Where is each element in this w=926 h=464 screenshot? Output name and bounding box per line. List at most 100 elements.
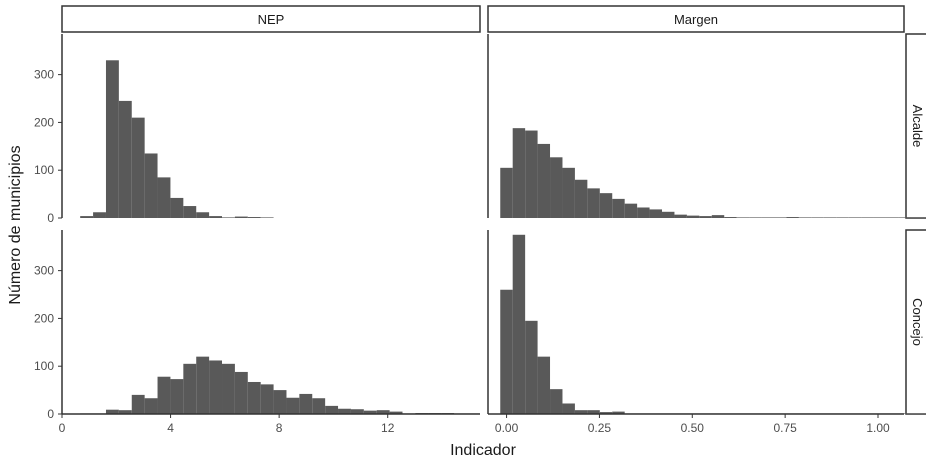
histogram-bar [500,167,513,218]
histogram-bar [131,117,145,218]
column-strip-margen: Margen [487,5,905,33]
histogram-bar [260,384,274,414]
histogram-bar [811,217,824,218]
column-strip-label: Margen [674,12,718,27]
histogram-bar [118,100,132,218]
histogram-bar [131,394,145,414]
histogram-bar [574,179,588,218]
histogram-bar [537,356,551,414]
x-axis-nep: 0 4 8 12 [59,413,480,435]
histogram-bar [898,413,911,414]
y-axis-alcalde: 0 100 200 300 [34,34,63,225]
histogram-bar [612,411,625,414]
histogram-bar [749,217,762,218]
row-strip-alcalde: Alcalde [905,33,926,219]
y-tick-label: 0 [47,211,54,225]
histogram-bar [637,207,650,218]
y-tick-label: 300 [34,264,54,278]
histogram-bar [774,217,787,218]
histogram-bar [512,234,526,414]
histogram-bar [699,216,712,218]
column-strip-nep: NEP [61,5,481,33]
histogram-bar [260,217,274,218]
x-tick-label: 0 [59,421,66,435]
panels-group [80,60,926,414]
histogram-bar [312,398,326,414]
row-strip-label: Alcalde [910,105,925,148]
histogram-bar [798,217,812,218]
histogram-bar [209,216,222,218]
row-strip-label: Concejo [910,298,925,346]
histogram-bar [786,217,799,218]
histogram-bar [170,379,184,414]
x-tick-label: 0.25 [588,421,612,435]
panel-margen-concejo [500,234,926,414]
histogram-bar [247,381,261,414]
histogram-bar [562,167,575,218]
histogram-bar [93,212,106,218]
histogram-bar [234,371,248,414]
histogram-bar [105,409,119,414]
histogram-bar [848,217,862,218]
histogram-bar [587,188,600,218]
histogram-bar [234,216,248,218]
histogram-bar [736,217,750,218]
histogram-bar [196,212,210,218]
histogram-bar [624,203,638,218]
histogram-bar [196,356,210,414]
histogram-bar [587,410,600,414]
histogram-bar [910,217,924,218]
histogram-bar [144,398,158,414]
histogram-bar [823,217,837,218]
histogram-bar [923,217,926,218]
panel-nep-alcalde [80,60,274,218]
x-axis-title: Indicador [450,442,516,459]
histogram-bar [910,413,924,414]
histogram-bar [376,410,390,414]
histogram-bar [550,389,563,414]
histogram-bar [500,289,513,414]
histogram-bar [157,376,171,414]
histogram-bar [209,360,222,414]
x-tick-label: 0.50 [681,421,705,435]
y-tick-label: 0 [47,407,54,421]
histogram-bar [562,403,575,414]
histogram-bar [873,217,886,218]
histogram-bar [273,390,287,414]
x-tick-label: 1.00 [866,421,890,435]
histogram-bar [649,209,663,218]
histogram-bar [550,157,563,218]
histogram-bar [537,143,551,218]
histogram-bar [80,216,94,218]
histogram-bar [286,397,300,414]
histogram-bar [144,153,158,218]
histogram-bar [325,405,339,414]
x-tick-label: 12 [381,421,395,435]
y-tick-label: 100 [34,359,54,373]
histogram-bar [861,217,874,218]
y-axis-concejo: 0 100 200 300 [34,230,63,421]
histogram-bar [599,193,613,218]
histogram-bar [183,363,197,414]
histogram-bar [662,211,675,218]
x-tick-label: 0.75 [773,421,797,435]
histogram-bar [338,408,351,414]
histogram-bar [363,410,377,414]
histogram-bar [898,217,911,218]
histogram-bar [350,409,364,414]
x-tick-label: 4 [167,421,174,435]
histogram-bar [389,411,403,414]
histogram-bar [686,215,700,218]
y-axis-title: Número de municipios [7,145,24,304]
histogram-bar [674,214,687,218]
y-tick-label: 200 [34,311,54,325]
histogram-bar [525,130,538,218]
histogram-bar [836,217,849,218]
histogram-bar [222,363,235,414]
histogram-bar [923,413,926,414]
histogram-bar [222,217,235,218]
panel-margen-alcalde [500,128,926,218]
histogram-bar [885,217,899,218]
histogram-bar [183,206,197,218]
